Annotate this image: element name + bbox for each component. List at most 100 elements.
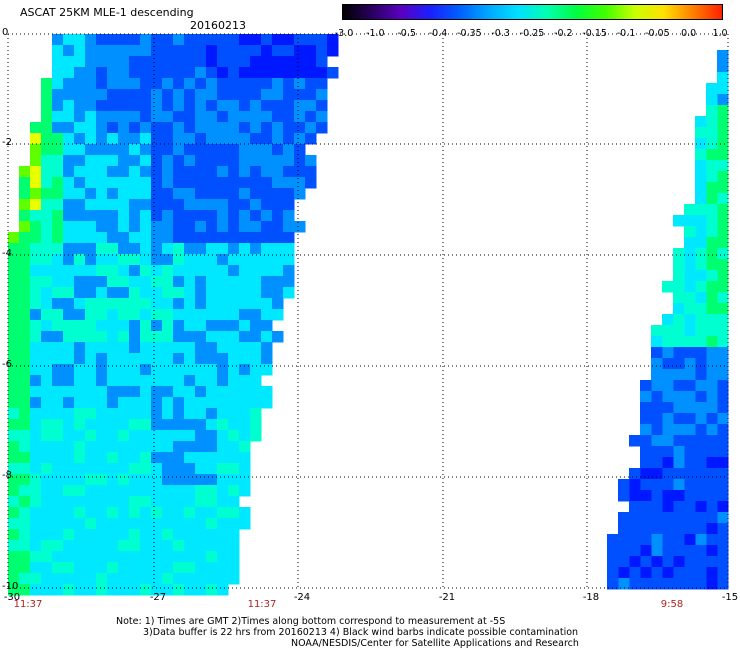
wind-cell [85, 430, 97, 442]
wind-cell [19, 540, 31, 552]
wind-cell [162, 221, 174, 233]
wind-cell [19, 507, 31, 519]
wind-cell [151, 166, 163, 178]
wind-cell [41, 210, 53, 222]
wind-cell [19, 309, 31, 321]
wind-cell [74, 221, 86, 233]
wind-cell [140, 551, 152, 563]
wind-cell [206, 100, 218, 112]
wind-cell [239, 441, 251, 453]
wind-cell [129, 562, 141, 574]
wind-cell [85, 496, 97, 508]
colorbar-tick: -1.0 [366, 28, 385, 39]
wind-cell [96, 386, 108, 398]
wind-cell [41, 386, 53, 398]
wind-cell [195, 144, 207, 156]
wind-cell [173, 584, 185, 596]
wind-cell [41, 584, 53, 596]
wind-cell [151, 430, 163, 442]
wind-cell [63, 166, 75, 178]
wind-cell [695, 281, 707, 293]
wind-cell [30, 441, 42, 453]
wind-cell [107, 507, 119, 519]
wind-cell [173, 419, 185, 431]
wind-cell [250, 419, 262, 431]
wind-cell [184, 122, 196, 134]
wind-cell [151, 243, 163, 255]
wind-cell [151, 551, 163, 563]
wind-cell [695, 237, 707, 249]
wind-cell [228, 375, 240, 387]
wind-cell [294, 177, 306, 189]
wind-cell [8, 320, 20, 332]
wind-cell [74, 243, 86, 255]
wind-cell [96, 210, 108, 222]
wind-cell [184, 67, 196, 79]
wind-cell [239, 518, 251, 530]
wind-cell [118, 474, 130, 486]
wind-cell [118, 353, 130, 365]
wind-cell [162, 309, 174, 321]
wind-cell [118, 122, 130, 134]
wind-cell [662, 490, 674, 502]
wind-cell [140, 529, 152, 541]
wind-cell [706, 468, 718, 480]
wind-cell [96, 320, 108, 332]
wind-cell [228, 78, 240, 90]
wind-cell [684, 545, 696, 557]
wind-cell [162, 155, 174, 167]
wind-cell [206, 320, 218, 332]
wind-cell [140, 89, 152, 101]
wind-cell [684, 292, 696, 304]
wind-cell [272, 331, 284, 343]
wind-cell [717, 83, 729, 95]
wind-cell [85, 45, 97, 57]
wind-cell [8, 386, 20, 398]
wind-cell [673, 424, 685, 436]
wind-cell [217, 430, 229, 442]
wind-cell [151, 210, 163, 222]
wind-cell [107, 188, 119, 200]
wind-cell [52, 221, 64, 233]
wind-cell [173, 265, 185, 277]
wind-cell [651, 413, 663, 425]
wind-cell [239, 452, 251, 464]
wind-cell [107, 100, 119, 112]
wind-cell [96, 166, 108, 178]
wind-cell [129, 89, 141, 101]
wind-cell [63, 188, 75, 200]
wind-cell [85, 364, 97, 376]
wind-cell [673, 380, 685, 392]
wind-cell [673, 567, 685, 579]
wind-cell [695, 314, 707, 326]
wind-cell [217, 309, 229, 321]
wind-cell [228, 188, 240, 200]
wind-cell [706, 358, 718, 370]
wind-cell [52, 331, 64, 343]
wind-cell [19, 166, 31, 178]
wind-cell [228, 331, 240, 343]
wind-cell [607, 545, 619, 557]
wind-cell [151, 452, 163, 464]
wind-cell [239, 210, 251, 222]
wind-cell [74, 540, 86, 552]
wind-cell [195, 430, 207, 442]
wind-cell [151, 474, 163, 486]
wind-cell [228, 452, 240, 464]
wind-cell [272, 111, 284, 123]
wind-cell [19, 331, 31, 343]
wind-cell [107, 441, 119, 453]
wind-cell [140, 111, 152, 123]
colorbar-tick: -0.5 [397, 28, 416, 39]
wind-cell [19, 177, 31, 189]
wind-cell [107, 276, 119, 288]
wind-cell [41, 507, 53, 519]
wind-cell [85, 100, 97, 112]
wind-cell [206, 210, 218, 222]
wind-cell [184, 463, 196, 475]
wind-cell [294, 34, 306, 46]
wind-cell [228, 111, 240, 123]
wind-cell [239, 89, 251, 101]
wind-cell [250, 56, 262, 68]
wind-cell [250, 408, 262, 420]
